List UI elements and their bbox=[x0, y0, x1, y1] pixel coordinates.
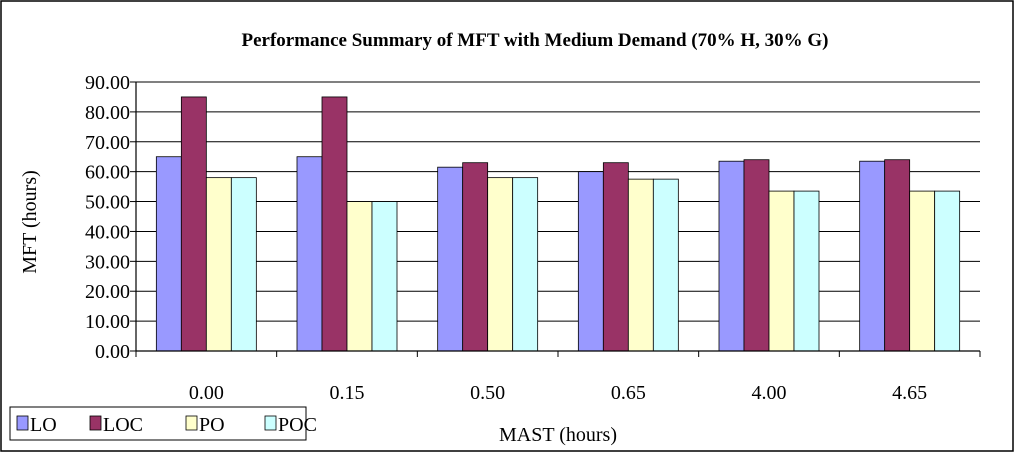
bar-lo bbox=[859, 160, 886, 352]
legend-swatch-poc bbox=[264, 415, 277, 431]
y-tick-label: 10.00 bbox=[85, 311, 130, 333]
legend-box bbox=[9, 406, 307, 441]
bar-lo bbox=[718, 160, 745, 352]
bar-poc bbox=[371, 201, 398, 352]
y-tick-label: 20.00 bbox=[85, 281, 130, 303]
legend-label-lo: LO bbox=[30, 414, 57, 436]
y-tick-label: 0.00 bbox=[95, 341, 130, 363]
bar-poc bbox=[230, 177, 257, 352]
y-tick-label: 60.00 bbox=[85, 162, 130, 184]
bar-poc bbox=[512, 177, 539, 352]
bar-lo bbox=[155, 156, 182, 352]
bar-lo bbox=[437, 166, 464, 352]
bar-loc bbox=[462, 162, 489, 352]
x-tick-label: 0.00 bbox=[189, 382, 224, 404]
bar-poc bbox=[793, 190, 820, 352]
bar-poc bbox=[652, 178, 679, 352]
x-tick-label: 4.65 bbox=[892, 382, 927, 404]
bar-loc bbox=[180, 96, 207, 352]
y-tick-label: 80.00 bbox=[85, 102, 130, 124]
legend-swatch-po bbox=[185, 415, 198, 431]
x-tick-label: 0.50 bbox=[470, 382, 505, 404]
bar-po bbox=[205, 177, 232, 352]
x-axis-title: MAST (hours) bbox=[499, 424, 617, 446]
bar-loc bbox=[602, 162, 629, 352]
bar-po bbox=[768, 190, 795, 352]
y-tick-label: 70.00 bbox=[85, 132, 130, 154]
bar-po bbox=[346, 201, 373, 352]
bar-loc bbox=[884, 159, 911, 352]
bar-series bbox=[155, 96, 961, 352]
bar-po bbox=[909, 190, 936, 352]
y-tick-label: 30.00 bbox=[85, 251, 130, 273]
bar-po bbox=[487, 177, 514, 352]
bar-loc bbox=[321, 96, 348, 352]
bar-poc bbox=[934, 190, 961, 352]
axes: 0.00 10.00 20.00 30.00 40.00 50.00 60.00 70.00 8… bbox=[85, 72, 981, 404]
legend: LO LOC PO POC bbox=[9, 406, 317, 441]
x-tick-label: 4.00 bbox=[752, 382, 787, 404]
bar-loc bbox=[743, 159, 770, 352]
chart-title: Performance Summary of MFT with Medium D… bbox=[242, 30, 829, 51]
legend-label-po: PO bbox=[199, 414, 225, 436]
bar-lo bbox=[296, 156, 323, 352]
y-tick-label: 50.00 bbox=[85, 192, 130, 214]
y-axis-title: MFT (hours) bbox=[19, 170, 41, 274]
bar-po bbox=[627, 178, 654, 352]
y-tick-label: 40.00 bbox=[85, 221, 130, 243]
legend-label-poc: POC bbox=[278, 414, 317, 436]
grid-lines bbox=[136, 81, 980, 322]
x-tick-label: 0.65 bbox=[611, 382, 646, 404]
x-tick-label: 0.15 bbox=[330, 382, 365, 404]
legend-label-loc: LOC bbox=[103, 414, 143, 436]
y-tick-label: 90.00 bbox=[85, 72, 130, 94]
legend-swatch-lo bbox=[16, 415, 29, 431]
bar-lo bbox=[577, 171, 604, 352]
legend-swatch-loc bbox=[89, 415, 102, 431]
